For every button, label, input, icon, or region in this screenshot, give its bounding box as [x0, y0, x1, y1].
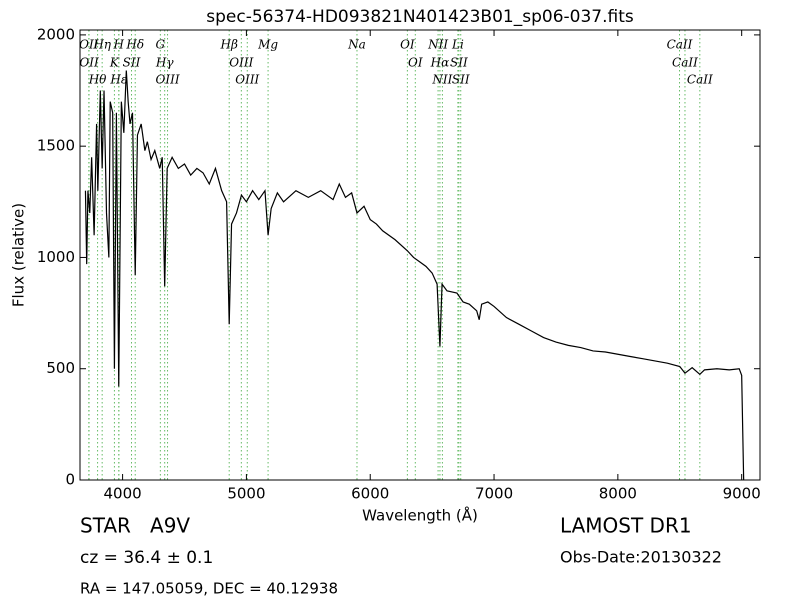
spectrum-line — [84, 70, 745, 481]
spectral-line-label: SII — [452, 73, 470, 87]
spectral-line-label: SII — [450, 56, 468, 70]
spectral-line-label: Hη — [92, 38, 111, 52]
spectral-line-label: Hθ — [88, 73, 107, 87]
spectral-line-label: OIII — [156, 73, 180, 87]
y-tick-label: 1000 — [37, 248, 75, 266]
info-right: Obs-Date:20130322 — [560, 548, 722, 567]
x-tick-label: 6000 — [351, 485, 389, 503]
chart-title: spec-56374-HD093821N401423B01_sp06-037.f… — [206, 7, 634, 27]
spectral-line-label: Hε — [109, 73, 127, 87]
x-tick-label: 8000 — [599, 485, 637, 503]
x-tick-label: 4000 — [103, 485, 141, 503]
info-left: STAR A9V — [80, 514, 190, 538]
spectral-line-label: OI — [400, 38, 415, 52]
spectral-line-label: OII — [79, 38, 99, 52]
x-tick-label: 5000 — [227, 485, 265, 503]
y-tick-label: 0 — [65, 471, 75, 489]
plot-frame — [79, 29, 761, 481]
spectral-line-label: Hδ — [125, 38, 144, 52]
spectral-line-label: CaII — [687, 73, 713, 87]
spectral-line-label: CaII — [667, 38, 693, 52]
spectral-line-label: Hβ — [219, 38, 237, 52]
spectral-line-label: Hα — [430, 56, 450, 70]
x-axis-label: Wavelength (Å) — [362, 506, 478, 525]
spectral-line-label: Mg — [257, 38, 278, 52]
spectral-line-label: OIII — [229, 56, 253, 70]
y-tick-label: 1500 — [37, 137, 75, 155]
spectral-line-label: CaII — [672, 56, 698, 70]
spectral-line-label: SII — [123, 56, 141, 70]
spectral-line-label: NII — [427, 38, 448, 52]
spectral-line-label: Hγ — [155, 56, 174, 70]
spectral-line-label: NII — [431, 73, 452, 87]
spectral-line-label: Na — [347, 38, 366, 52]
spectral-line-label: K — [109, 56, 120, 70]
info-left: cz = 36.4 ± 0.1 — [80, 548, 213, 568]
spectral-line-label: OII — [79, 56, 99, 70]
spectral-line-label: G — [156, 38, 166, 52]
spectral-lines — [88, 30, 701, 480]
spectral-line-label: OIII — [235, 73, 259, 87]
y-tick-label: 500 — [46, 359, 75, 377]
x-tick-label: 7000 — [475, 485, 513, 503]
spectral-line-label: OI — [408, 56, 423, 70]
spectral-line-label: Li — [451, 38, 464, 52]
y-axis-label: Flux (relative) — [10, 203, 28, 307]
spectral-line-label: H — [113, 38, 125, 52]
y-tick-label: 2000 — [37, 25, 75, 43]
info-right: LAMOST DR1 — [560, 514, 692, 538]
info-left: RA = 147.05059, DEC = 40.12938 — [80, 580, 338, 598]
x-tick-label: 9000 — [723, 485, 761, 503]
